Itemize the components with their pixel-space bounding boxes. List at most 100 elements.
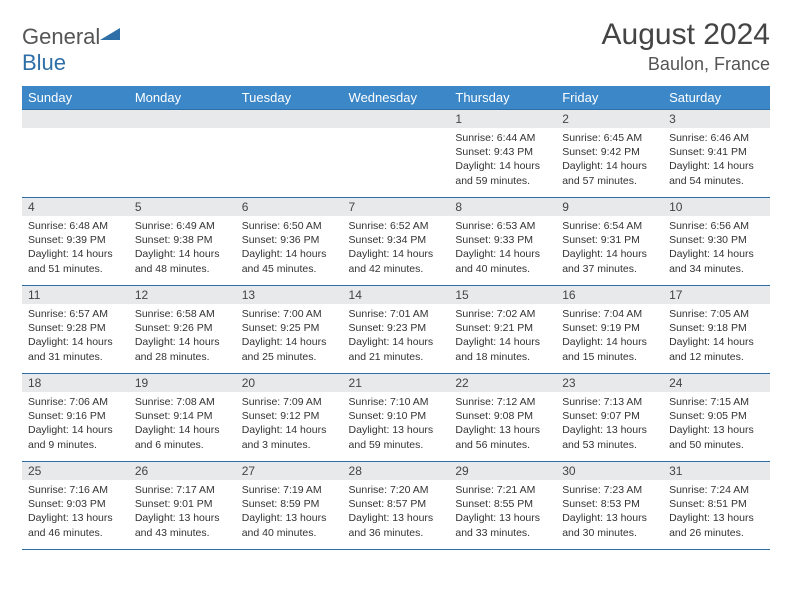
weekday-header: Saturday bbox=[663, 86, 770, 110]
calendar-cell: 27Sunrise: 7:19 AMSunset: 8:59 PMDayligh… bbox=[236, 462, 343, 550]
calendar-row: 11Sunrise: 6:57 AMSunset: 9:28 PMDayligh… bbox=[22, 286, 770, 374]
day-number: 7 bbox=[343, 198, 450, 216]
day-info: Sunrise: 7:20 AMSunset: 8:57 PMDaylight:… bbox=[343, 480, 450, 544]
location: Baulon, France bbox=[602, 54, 770, 75]
weekday-header: Wednesday bbox=[343, 86, 450, 110]
day-info: Sunrise: 7:08 AMSunset: 9:14 PMDaylight:… bbox=[129, 392, 236, 456]
calendar-row: 25Sunrise: 7:16 AMSunset: 9:03 PMDayligh… bbox=[22, 462, 770, 550]
day-number: 4 bbox=[22, 198, 129, 216]
calendar-cell: 28Sunrise: 7:20 AMSunset: 8:57 PMDayligh… bbox=[343, 462, 450, 550]
calendar-cell: 2Sunrise: 6:45 AMSunset: 9:42 PMDaylight… bbox=[556, 110, 663, 198]
calendar-cell: 19Sunrise: 7:08 AMSunset: 9:14 PMDayligh… bbox=[129, 374, 236, 462]
calendar-cell: 18Sunrise: 7:06 AMSunset: 9:16 PMDayligh… bbox=[22, 374, 129, 462]
logo-text: General Blue bbox=[22, 24, 120, 76]
calendar-cell: 15Sunrise: 7:02 AMSunset: 9:21 PMDayligh… bbox=[449, 286, 556, 374]
day-info bbox=[22, 128, 129, 135]
calendar-cell: 5Sunrise: 6:49 AMSunset: 9:38 PMDaylight… bbox=[129, 198, 236, 286]
calendar-row: 18Sunrise: 7:06 AMSunset: 9:16 PMDayligh… bbox=[22, 374, 770, 462]
day-info: Sunrise: 6:52 AMSunset: 9:34 PMDaylight:… bbox=[343, 216, 450, 280]
calendar-cell: 8Sunrise: 6:53 AMSunset: 9:33 PMDaylight… bbox=[449, 198, 556, 286]
calendar-cell: 22Sunrise: 7:12 AMSunset: 9:08 PMDayligh… bbox=[449, 374, 556, 462]
day-number: 13 bbox=[236, 286, 343, 304]
day-number: 30 bbox=[556, 462, 663, 480]
day-number: 21 bbox=[343, 374, 450, 392]
day-number: 1 bbox=[449, 110, 556, 128]
calendar-cell: 16Sunrise: 7:04 AMSunset: 9:19 PMDayligh… bbox=[556, 286, 663, 374]
calendar-cell: 20Sunrise: 7:09 AMSunset: 9:12 PMDayligh… bbox=[236, 374, 343, 462]
day-info: Sunrise: 7:16 AMSunset: 9:03 PMDaylight:… bbox=[22, 480, 129, 544]
day-info: Sunrise: 6:48 AMSunset: 9:39 PMDaylight:… bbox=[22, 216, 129, 280]
day-info: Sunrise: 7:13 AMSunset: 9:07 PMDaylight:… bbox=[556, 392, 663, 456]
day-number: 20 bbox=[236, 374, 343, 392]
day-number bbox=[22, 110, 129, 128]
day-info: Sunrise: 7:01 AMSunset: 9:23 PMDaylight:… bbox=[343, 304, 450, 368]
month-title: August 2024 bbox=[602, 18, 770, 52]
calendar-row: 4Sunrise: 6:48 AMSunset: 9:39 PMDaylight… bbox=[22, 198, 770, 286]
day-number: 18 bbox=[22, 374, 129, 392]
calendar-cell: 29Sunrise: 7:21 AMSunset: 8:55 PMDayligh… bbox=[449, 462, 556, 550]
day-info: Sunrise: 6:54 AMSunset: 9:31 PMDaylight:… bbox=[556, 216, 663, 280]
day-number: 10 bbox=[663, 198, 770, 216]
day-info: Sunrise: 7:05 AMSunset: 9:18 PMDaylight:… bbox=[663, 304, 770, 368]
day-number bbox=[129, 110, 236, 128]
day-info bbox=[343, 128, 450, 135]
day-info: Sunrise: 6:45 AMSunset: 9:42 PMDaylight:… bbox=[556, 128, 663, 192]
day-number bbox=[343, 110, 450, 128]
weekday-header: Friday bbox=[556, 86, 663, 110]
day-info: Sunrise: 7:19 AMSunset: 8:59 PMDaylight:… bbox=[236, 480, 343, 544]
day-info: Sunrise: 6:49 AMSunset: 9:38 PMDaylight:… bbox=[129, 216, 236, 280]
day-number: 2 bbox=[556, 110, 663, 128]
day-info: Sunrise: 7:04 AMSunset: 9:19 PMDaylight:… bbox=[556, 304, 663, 368]
calendar-table: SundayMondayTuesdayWednesdayThursdayFrid… bbox=[22, 86, 770, 550]
day-number: 19 bbox=[129, 374, 236, 392]
header: General Blue August 2024 Baulon, France bbox=[22, 18, 770, 76]
calendar-cell: 3Sunrise: 6:46 AMSunset: 9:41 PMDaylight… bbox=[663, 110, 770, 198]
day-info: Sunrise: 7:10 AMSunset: 9:10 PMDaylight:… bbox=[343, 392, 450, 456]
day-number: 23 bbox=[556, 374, 663, 392]
calendar-cell: 17Sunrise: 7:05 AMSunset: 9:18 PMDayligh… bbox=[663, 286, 770, 374]
calendar-cell bbox=[343, 110, 450, 198]
day-number: 5 bbox=[129, 198, 236, 216]
calendar-cell: 9Sunrise: 6:54 AMSunset: 9:31 PMDaylight… bbox=[556, 198, 663, 286]
day-number: 29 bbox=[449, 462, 556, 480]
day-number: 6 bbox=[236, 198, 343, 216]
calendar-cell bbox=[129, 110, 236, 198]
day-info: Sunrise: 7:15 AMSunset: 9:05 PMDaylight:… bbox=[663, 392, 770, 456]
day-number: 22 bbox=[449, 374, 556, 392]
day-number: 31 bbox=[663, 462, 770, 480]
day-info: Sunrise: 7:24 AMSunset: 8:51 PMDaylight:… bbox=[663, 480, 770, 544]
day-info: Sunrise: 6:46 AMSunset: 9:41 PMDaylight:… bbox=[663, 128, 770, 192]
logo-word2: Blue bbox=[22, 50, 66, 75]
day-info: Sunrise: 7:00 AMSunset: 9:25 PMDaylight:… bbox=[236, 304, 343, 368]
day-info: Sunrise: 6:44 AMSunset: 9:43 PMDaylight:… bbox=[449, 128, 556, 192]
day-number: 3 bbox=[663, 110, 770, 128]
calendar-cell: 11Sunrise: 6:57 AMSunset: 9:28 PMDayligh… bbox=[22, 286, 129, 374]
weekday-header: Sunday bbox=[22, 86, 129, 110]
calendar-cell bbox=[236, 110, 343, 198]
day-number: 25 bbox=[22, 462, 129, 480]
day-number: 15 bbox=[449, 286, 556, 304]
day-info: Sunrise: 7:09 AMSunset: 9:12 PMDaylight:… bbox=[236, 392, 343, 456]
calendar-cell: 21Sunrise: 7:10 AMSunset: 9:10 PMDayligh… bbox=[343, 374, 450, 462]
logo-word1: General bbox=[22, 24, 100, 49]
day-number: 12 bbox=[129, 286, 236, 304]
calendar-cell: 24Sunrise: 7:15 AMSunset: 9:05 PMDayligh… bbox=[663, 374, 770, 462]
day-number: 9 bbox=[556, 198, 663, 216]
title-block: August 2024 Baulon, France bbox=[602, 18, 770, 75]
day-info bbox=[129, 128, 236, 135]
calendar-cell: 25Sunrise: 7:16 AMSunset: 9:03 PMDayligh… bbox=[22, 462, 129, 550]
calendar-page: General Blue August 2024 Baulon, France … bbox=[0, 0, 792, 560]
calendar-row: 1Sunrise: 6:44 AMSunset: 9:43 PMDaylight… bbox=[22, 110, 770, 198]
day-number: 16 bbox=[556, 286, 663, 304]
day-info: Sunrise: 7:06 AMSunset: 9:16 PMDaylight:… bbox=[22, 392, 129, 456]
logo-triangle-icon bbox=[100, 24, 120, 44]
day-info: Sunrise: 6:57 AMSunset: 9:28 PMDaylight:… bbox=[22, 304, 129, 368]
day-info: Sunrise: 7:23 AMSunset: 8:53 PMDaylight:… bbox=[556, 480, 663, 544]
day-number: 28 bbox=[343, 462, 450, 480]
calendar-cell: 30Sunrise: 7:23 AMSunset: 8:53 PMDayligh… bbox=[556, 462, 663, 550]
calendar-cell: 6Sunrise: 6:50 AMSunset: 9:36 PMDaylight… bbox=[236, 198, 343, 286]
day-info: Sunrise: 6:56 AMSunset: 9:30 PMDaylight:… bbox=[663, 216, 770, 280]
day-number: 8 bbox=[449, 198, 556, 216]
calendar-cell: 23Sunrise: 7:13 AMSunset: 9:07 PMDayligh… bbox=[556, 374, 663, 462]
day-info: Sunrise: 7:21 AMSunset: 8:55 PMDaylight:… bbox=[449, 480, 556, 544]
